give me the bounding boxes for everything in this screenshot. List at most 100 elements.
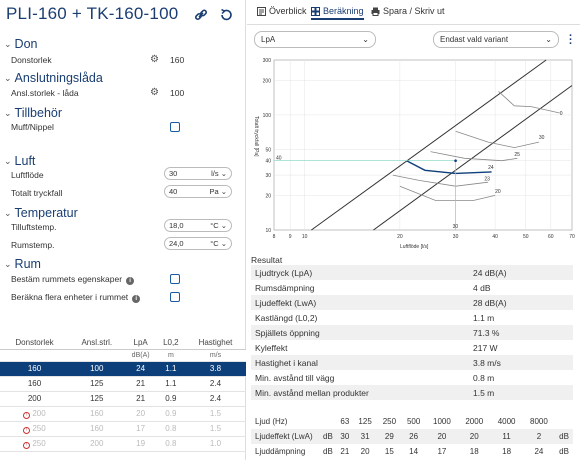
freq-cell: 29 xyxy=(377,429,402,444)
table-cell: 160 xyxy=(69,406,125,422)
tab-label: Överblick xyxy=(269,6,307,16)
y-tick-label: 100 xyxy=(263,113,272,119)
muff-label: Muff/Nippel xyxy=(11,122,54,132)
freq-cell: 15 xyxy=(384,447,394,456)
result-value: 24 dB(A) xyxy=(473,265,573,280)
result-label: Spjällets öppning xyxy=(251,325,473,340)
y-tick-label: 300 xyxy=(263,58,272,64)
x-tick-label: 50 xyxy=(523,234,529,240)
frequency-table: Ljud (Hz) 63 125 250 500 1000 2000 4000 8000 Ljud… xyxy=(251,414,573,459)
donstorlek-value: 160 xyxy=(170,55,185,65)
result-label: Ljudeffekt (LwA) xyxy=(251,295,473,310)
gear-icon[interactable]: ⚙ xyxy=(150,87,159,98)
supply-temp-input[interactable]: 18,0 °C ⌄ xyxy=(164,219,232,232)
freq-header-cell: Ljud (Hz) xyxy=(255,417,288,426)
section-title: Anslutningslåda xyxy=(14,71,103,85)
y-tick-label: 40 xyxy=(265,159,271,165)
more-options-icon[interactable]: · · · xyxy=(569,30,573,50)
section-box[interactable]: ⌄ Anslutningslåda xyxy=(4,71,103,85)
col-header: Ansl.strl. xyxy=(69,336,125,350)
table-cell: ! 250 xyxy=(0,436,70,452)
pressure-drop-label: Totalt tryckfall xyxy=(11,188,63,198)
y-tick-label: 50 xyxy=(265,148,271,154)
multi-units-checkbox[interactable] xyxy=(170,292,180,302)
pressure-unit-select[interactable]: Pa ⌄ xyxy=(209,187,227,196)
table-row[interactable]: ! 250 160 17 0.8 1.5 xyxy=(0,421,246,437)
chevron-down-icon: ⌄ xyxy=(362,35,369,44)
link-icon[interactable] xyxy=(194,8,208,22)
result-label: Kastlängd (L0,2) xyxy=(255,312,318,323)
chevron-down-icon: ⌄ xyxy=(4,107,12,118)
chevron-down-icon: ⌄ xyxy=(4,207,12,218)
supply-temp-value: 18,0 xyxy=(169,221,184,230)
gear-icon[interactable]: ⚙ xyxy=(150,54,159,65)
room-temp-input[interactable]: 24,0 °C ⌄ xyxy=(164,237,232,250)
muff-checkbox[interactable] xyxy=(170,122,180,132)
variants-table: Donstorlek Ansl.strl. LpA L0,2 Hastighet… xyxy=(0,336,246,452)
table-row[interactable]: ! 200 160 20 0.9 1.5 xyxy=(0,406,246,422)
flow-input[interactable]: 30 l/s ⌄ xyxy=(164,167,232,180)
warning-icon: ! xyxy=(23,441,31,449)
table-row[interactable]: 160 100 24 1.1 3.8 xyxy=(0,361,246,377)
curve-label: 30 xyxy=(539,135,545,141)
room-temp-value: 24,0 xyxy=(169,239,184,248)
freq-cell: 20 xyxy=(458,429,491,444)
freq-header: Ljud (Hz) 63 125 250 500 1000 2000 4000 8000 xyxy=(251,414,573,429)
x-tick-label: 60 xyxy=(548,234,554,240)
units-row: dB(A) m m/s xyxy=(0,349,246,362)
result-value: 28 dB(A) xyxy=(473,295,573,310)
info-icon[interactable]: i xyxy=(126,277,135,285)
freq-cell: 2 xyxy=(522,429,556,444)
section-temperature[interactable]: ⌄ Temperatur xyxy=(4,206,78,220)
table-row[interactable]: 200 125 21 0.9 2.4 xyxy=(0,391,246,407)
result-row: Kyleffekt 217 W xyxy=(251,340,573,355)
temp-unit-select[interactable]: °C ⌄ xyxy=(210,239,227,248)
chevron-down-icon: ⌄ xyxy=(4,72,12,83)
tab-save-print[interactable]: Spara / Skriv ut xyxy=(371,6,445,16)
results-table: Ljudtryck (LpA) 24 dB(A) Rumsdämpning 4 dB L… xyxy=(251,265,573,400)
variants-header: Donstorlek Ansl.strl. LpA L0,2 Hastighet xyxy=(0,336,246,350)
x-tick-label: 20 xyxy=(397,234,403,240)
table-cell: 1.5 xyxy=(184,406,246,422)
temp-unit-select[interactable]: °C ⌄ xyxy=(210,221,227,230)
section-accessories[interactable]: ⌄ Tillbehör xyxy=(4,106,62,120)
x-tick-label: 8 xyxy=(273,234,276,240)
table-cell: 0.8 xyxy=(156,436,185,452)
table-row[interactable]: 160 125 21 1.1 2.4 xyxy=(0,376,246,392)
table-cell: 0.9 xyxy=(156,406,185,422)
result-row: Ljudeffekt (LwA) 28 dB(A) xyxy=(251,295,573,310)
sound-chart: 8 9 10 20 30 40 50 60 70 300 200 100 50 40 30 20 10 0 30 2… xyxy=(253,58,575,250)
section-room[interactable]: ⌄ Rum xyxy=(4,257,41,271)
freq-cell: dB xyxy=(319,429,337,444)
section-air[interactable]: ⌄ Luft xyxy=(4,154,35,168)
result-value: 71.3 % xyxy=(473,325,573,340)
supply-temp-label: Tilluftstemp. xyxy=(11,222,57,232)
flow-label: Luftflöde xyxy=(11,170,44,180)
table-cell: 1.1 xyxy=(156,376,185,392)
printer-icon xyxy=(371,7,380,16)
reset-icon[interactable] xyxy=(219,8,233,22)
flow-unit-select[interactable]: l/s ⌄ xyxy=(211,169,227,178)
section-title: Don xyxy=(14,37,38,51)
tab-calculation[interactable]: Beräkning xyxy=(311,6,364,20)
room-props-checkbox[interactable] xyxy=(170,274,180,284)
config-panel: PLI-160 + TK-160-100 ⌄ Don Donstorlek ⚙ 1… xyxy=(0,0,246,460)
warning-icon: ! xyxy=(23,411,31,419)
info-icon[interactable]: i xyxy=(132,295,141,303)
table-cell: 0.9 xyxy=(156,391,185,407)
freq-cell: dB xyxy=(323,447,333,456)
col-header: LpA xyxy=(124,336,157,350)
pressure-drop-input[interactable]: 40 Pa ⌄ xyxy=(164,185,232,198)
product-title: PLI-160 + TK-160-100 xyxy=(6,4,179,23)
parameter-select[interactable]: LpA ⌄ xyxy=(254,31,376,48)
tab-label: Beräkning xyxy=(323,6,364,16)
freq-row: Ljudeffekt (LwA) dB 30 31 29 26 20 20 11 2 dB xyxy=(251,429,573,444)
unit-cell: dB(A) xyxy=(124,349,157,362)
section-don[interactable]: ⌄ Don xyxy=(4,37,37,51)
table-row[interactable]: ! 250 200 19 0.8 1.0 xyxy=(0,436,246,452)
freq-header-cell: 2000 xyxy=(465,417,484,426)
tab-overview[interactable]: Överblick xyxy=(257,6,307,16)
variant-filter-select[interactable]: Endast vald variant ⌄ xyxy=(433,31,559,48)
result-label: Hastighet i kanal xyxy=(251,355,473,370)
table-cell: 21 xyxy=(124,376,157,392)
